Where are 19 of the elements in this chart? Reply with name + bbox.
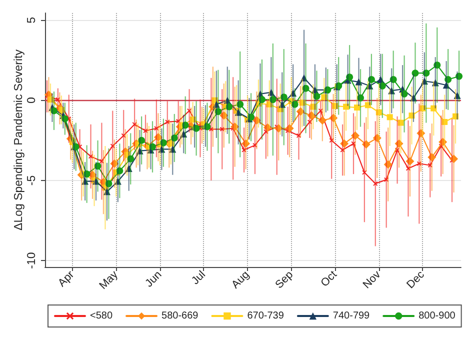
x-tick-label: Aug: [229, 268, 252, 292]
x-tick-label: Nov: [360, 268, 384, 292]
x-tick-label: Sep: [273, 268, 296, 292]
x-tick-label: Apr: [56, 268, 77, 290]
y-tick-label: -10: [26, 252, 38, 269]
y-tick-label: 0: [26, 97, 38, 104]
x-tick-label: Oct: [318, 268, 340, 290]
x-tick-label: Dec: [404, 268, 428, 292]
y-tick-label: 5: [26, 17, 38, 24]
x-tick-label: Jul: [190, 268, 208, 288]
legend-label: 800-900: [418, 310, 456, 322]
legend-label: 670-739: [247, 310, 284, 322]
y-axis-title: ΔLog Spending: Pandemic Severity: [13, 49, 25, 230]
legend-label: 580-669: [162, 310, 199, 322]
y-tick-label: -5: [26, 175, 38, 186]
x-tick-label: Jun: [143, 268, 164, 290]
x-tick-label: May: [97, 268, 121, 292]
legend-label: <580: [90, 310, 113, 322]
legend-label: 740-799: [332, 310, 370, 322]
